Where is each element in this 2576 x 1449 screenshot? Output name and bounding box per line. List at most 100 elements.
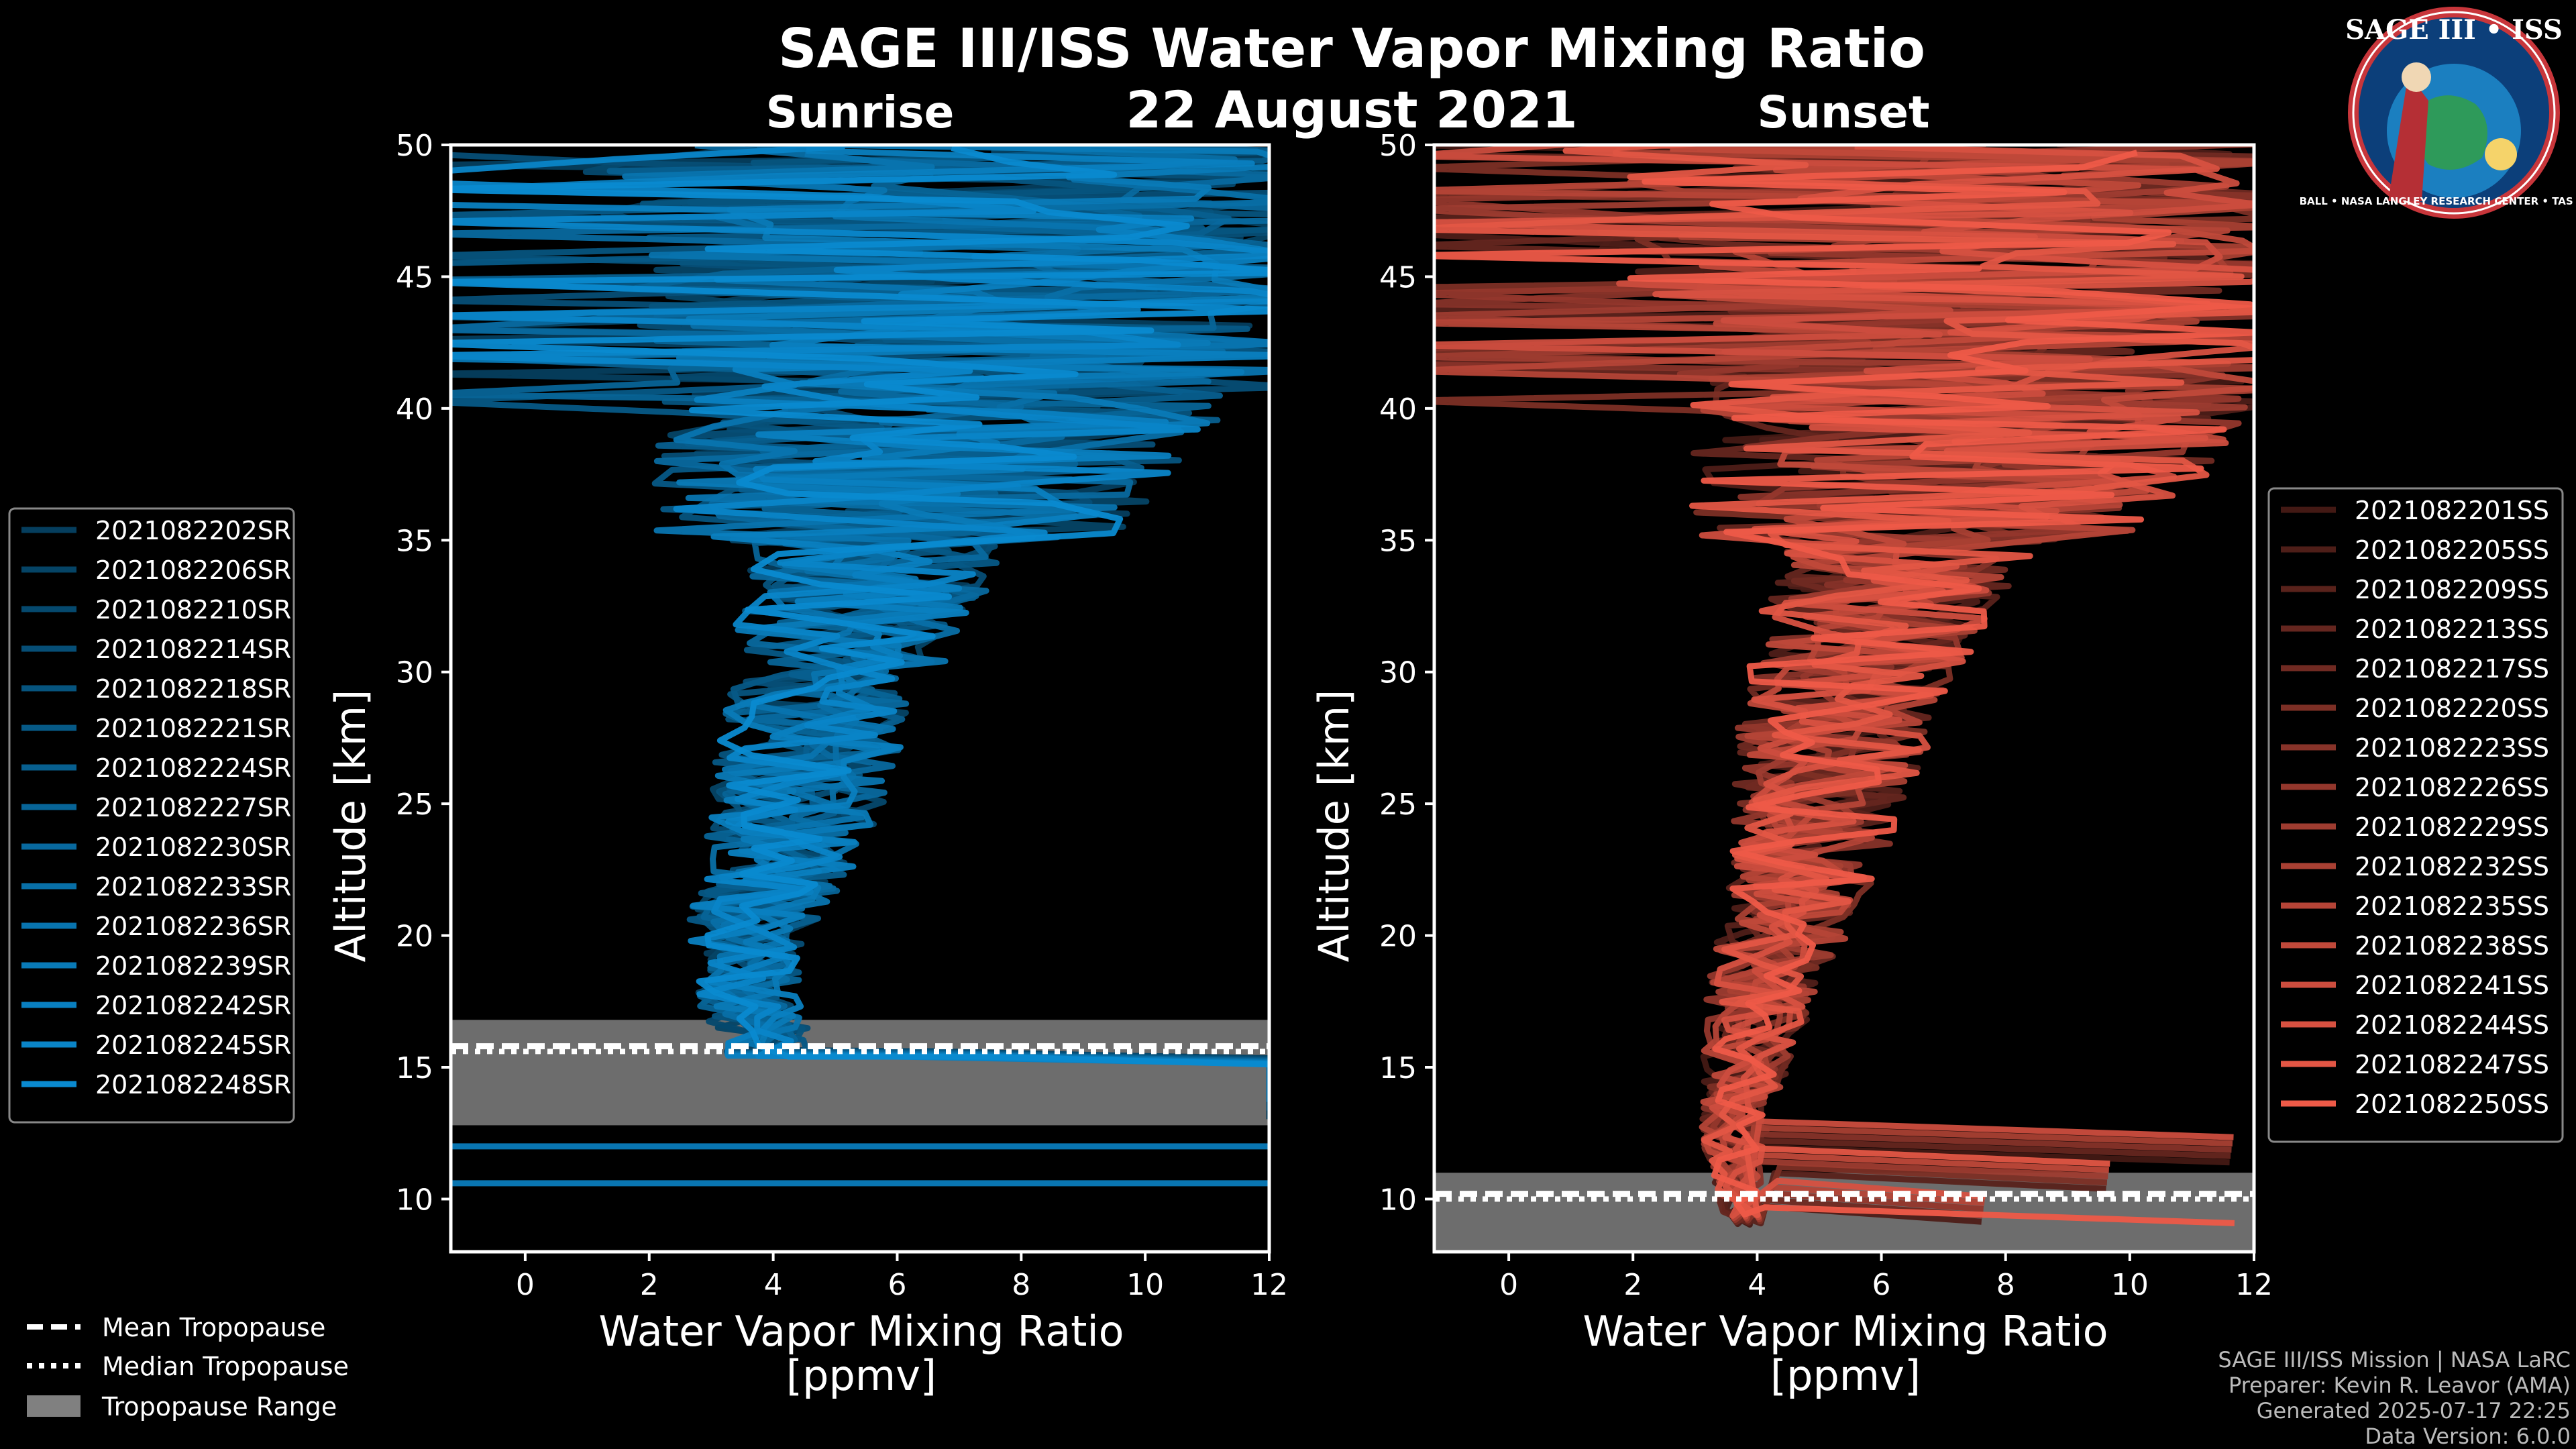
sunset-xlabel: Water Vapor Mixing Ratio [1582,1307,2108,1356]
sunset-xtick-label: 4 [1748,1268,1766,1302]
sunrise-xlabel: Water Vapor Mixing Ratio [598,1307,1124,1356]
sunrise-subtitle: Sunrise [766,87,955,138]
sunset-ytick-label: 15 [1379,1051,1417,1085]
sunrise-xtick-label: 8 [1012,1268,1030,1302]
sunrise-ytick-label: 10 [396,1183,433,1217]
sunrise-legend-entry: 2021082214SR [95,635,291,664]
sunset-legend-entry: 2021082217SS [2355,654,2549,684]
sunset-ytick-label: 25 [1379,788,1417,822]
sunrise-ytick-label: 45 [396,260,433,294]
sunrise-ytick-label: 35 [396,524,433,558]
tropopause-legend: Mean Tropopause Median Tropopause Tropop… [27,1313,349,1421]
figure-date: 22 August 2021 [1126,80,1577,140]
sunrise-legend-entry: 2021082245SR [95,1030,291,1060]
sunset-legend-entry: 2021082226SS [2355,773,2549,802]
sunrise-xtick-label: 4 [764,1268,783,1302]
sunset-legend-entry: 2021082213SS [2355,614,2549,644]
sunrise-legend-entry: 2021082202SR [95,516,291,545]
sunrise-legend-entry: 2021082210SR [95,595,291,625]
sunset-ytick-label: 30 [1379,656,1417,690]
sunset-legend-entry: 2021082241SS [2355,971,2549,1000]
sunrise-ytick-label: 20 [396,920,433,954]
sunrise-ytick-label: 15 [396,1051,433,1085]
sunrise-legend-entry: 2021082248SR [95,1070,291,1099]
sunset-legend-entry: 2021082238SS [2355,931,2549,961]
sunset-panel: 0 2 4 6 8 10 12 10 15 20 25 30 35 40 45 50 Water Vapor M… [1309,129,2273,1400]
sunset-legend-entry: 2021082220SS [2355,694,2549,723]
sunset-legend-entry: 2021082244SS [2355,1010,2549,1040]
sunrise-legend-entry: 2021082224SR [95,753,291,783]
sunrise-legend-entry: 2021082236SR [95,912,291,941]
sunset-ytick-label: 40 [1379,392,1417,427]
sunrise-tropopause-range [451,1020,1269,1126]
sunrise-legend-entry: 2021082230SR [95,833,291,862]
sunrise-legend-entry: 2021082218SR [95,674,291,704]
sunrise-xtick-label: 2 [640,1268,659,1302]
sunset-xtick-label: 0 [1499,1268,1518,1302]
sunrise-xtick-label: 10 [1126,1268,1164,1302]
sunset-legend-entry: 2021082209SS [2355,575,2549,604]
sunrise-legend-entry: 2021082227SR [95,793,291,822]
sunset-xlabel-units: [ppmv] [1770,1351,1921,1400]
sunrise-legend-entry: 2021082239SR [95,951,291,981]
sunrise-legend-entry: 2021082233SR [95,872,291,902]
sunset-xtick-label: 6 [1872,1268,1891,1302]
sunrise-axes-frame [449,143,1271,1254]
sunset-profile-2021082244SS [1434,145,2254,1219]
sunrise-xtick-label: 12 [1250,1268,1288,1302]
sage-iii-iss-logo: SAGE III • ISS BALL • NASA LANGLEY RESEA… [2300,7,2576,219]
sunset-profiles [1434,145,2254,1228]
sunset-legend-entry: 2021082232SS [2355,852,2549,881]
sunset-subtitle: Sunset [1757,87,1929,138]
sunset-ytick-label: 10 [1379,1183,1417,1217]
sunset-legend-entry: 2021082235SS [2355,892,2549,921]
sunset-legend-entry: 2021082247SS [2355,1050,2549,1079]
mean-tropopause-label: Mean Tropopause [102,1313,325,1342]
sunset-ytick-label: 50 [1379,129,1417,163]
sunset-legend-box [2267,487,2564,1143]
sunrise-profile-2021082248SR [451,145,1269,1068]
sunset-profile-2021082250SS [1434,150,2254,1226]
sunrise-panel: 0 2 4 6 8 10 12 10 15 20 25 30 35 40 45 50 Water Vapor M… [326,129,1288,1400]
sunrise-ytick-label: 50 [396,129,433,163]
credit-mission: SAGE III/ISS Mission | NASA LaRC [2218,1347,2571,1373]
tropopause-range-label: Tropopause Range [101,1392,337,1421]
sunrise-legend: 2021082202SR 2021082206SR 2021082210SR 2021… [8,507,295,1124]
sunrise-ytick-label: 30 [396,656,433,690]
sunrise-legend-entry: 2021082221SR [95,714,291,743]
sunset-xtick-label: 10 [2111,1268,2149,1302]
sunset-profile-2021082247SS [1434,145,2254,1218]
logo-text: SAGE III • ISS [2345,14,2563,46]
tropopause-range-swatch [27,1395,80,1417]
sunset-xtick-label: 2 [1623,1268,1642,1302]
sunset-axes-frame [1432,143,2256,1254]
sunset-ytick-label: 20 [1379,920,1417,954]
sunset-legend-entry: 2021082205SS [2355,535,2549,565]
sunset-ylabel: Altitude [km] [1309,690,1358,963]
sunrise-xtick-label: 6 [888,1268,906,1302]
credit-preparer: Preparer: Kevin R. Leavor (AMA) [2229,1373,2571,1398]
sunrise-profile-2021082245SR [451,145,1269,1067]
sunrise-ytick-label: 25 [396,788,433,822]
sunrise-legend-box [8,507,295,1124]
sunrise-profiles [451,145,1269,1187]
sunset-legend-entry: 2021082229SS [2355,812,2549,842]
credit-data-version: Data Version: 6.0.0 [2365,1424,2571,1449]
sunset-legend: 2021082201SS 2021082205SS 2021082209SS 2021… [2267,487,2564,1143]
sunrise-legend-entry: 2021082242SR [95,991,291,1020]
sunrise-legend-entry: 2021082206SR [95,555,291,585]
sunset-xtick-label: 8 [1996,1268,2015,1302]
credits: SAGE III/ISS Mission | NASA LaRC Prepare… [2218,1347,2571,1449]
sunset-legend-entry: 2021082250SS [2355,1089,2549,1119]
sunrise-xtick-label: 0 [516,1268,535,1302]
sunrise-ylabel: Altitude [km] [326,690,375,963]
credit-generated: Generated 2025-07-17 22:25 [2257,1398,2571,1424]
sunset-legend-entry: 2021082201SS [2355,496,2549,525]
median-tropopause-label: Median Tropopause [102,1352,349,1381]
sunset-legend-entry: 2021082223SS [2355,733,2549,763]
sunrise-xlabel-units: [ppmv] [786,1351,936,1400]
sunset-ytick-label: 35 [1379,524,1417,558]
sunset-xtick-label: 12 [2235,1268,2273,1302]
sunrise-ytick-label: 40 [396,392,433,427]
